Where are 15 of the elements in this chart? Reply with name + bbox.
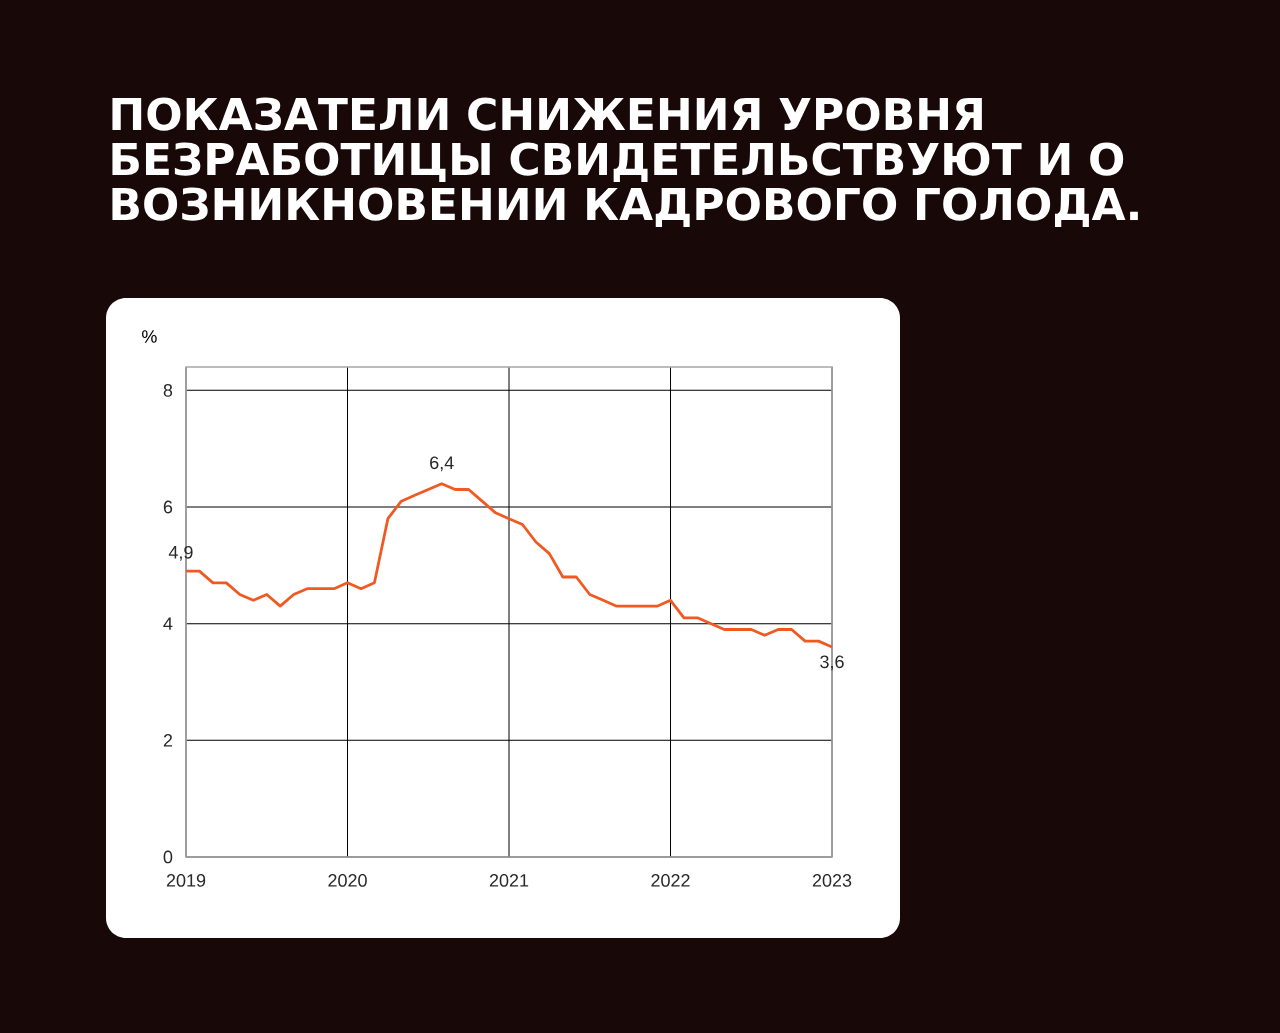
data-label: 6,4 xyxy=(430,456,454,472)
x-tick-label: 2023 xyxy=(812,874,852,887)
y-axis-title: % xyxy=(142,330,157,343)
data-label: 3,6 xyxy=(820,655,844,671)
y-tick-label: 6 xyxy=(163,500,173,514)
y-tick-label: 8 xyxy=(163,383,173,397)
y-tick-label: 4 xyxy=(163,617,173,630)
chart-title: ПОКАЗАТЕЛИ СНИЖЕНИЯ УРОВНЯ БЕЗРАБОТИЦЫ СВИДЕТЕЛЬСТВУЮТ И О ВОЗНИКНОВЕНИИ КАДРОВОГО ГОЛОДА. xyxy=(112,97,1138,227)
x-tick-label: 2021 xyxy=(489,874,529,887)
y-tick-label: 2 xyxy=(163,734,173,747)
data-label: 4,9 xyxy=(168,545,193,561)
x-tick-label: 2020 xyxy=(328,874,367,887)
x-tick-label: 2019 xyxy=(166,874,206,887)
y-tick-label: 0 xyxy=(163,850,173,864)
x-tick-label: 2022 xyxy=(651,874,690,887)
